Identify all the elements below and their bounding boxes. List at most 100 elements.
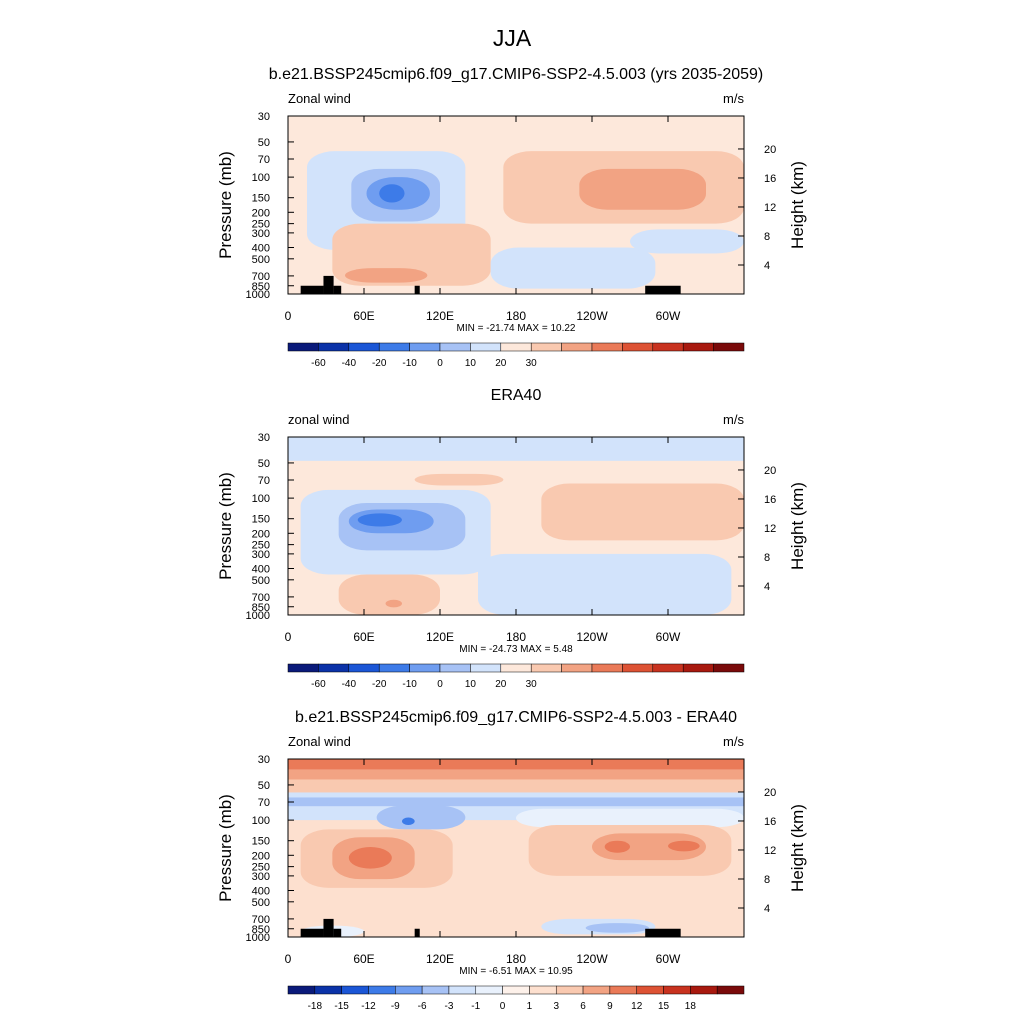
y-axis-title: Pressure (mb): [216, 151, 235, 259]
y-tick-label: 70: [258, 154, 270, 166]
y-tick-label: 30: [258, 432, 270, 444]
colorbar-swatch: [716, 985, 745, 995]
colorbar-label: 1: [527, 1001, 533, 1012]
y-tick-label: 400: [252, 563, 270, 575]
y-tick-label: 100: [252, 815, 270, 827]
y-tick-label: 250: [252, 540, 270, 552]
contour-region: [402, 817, 415, 825]
y-axis-title: Pressure (mb): [216, 794, 235, 902]
colorbar-swatch: [690, 985, 718, 995]
x-tick-label: 60E: [353, 309, 374, 323]
contour-field: [288, 759, 744, 937]
contour-region: [630, 229, 744, 254]
y-tick-label: 500: [252, 897, 270, 909]
colorbar-swatch: [529, 985, 557, 995]
x-tick-label: 120W: [576, 309, 608, 323]
colorbar: -60 -40 -20 -10 0 10 20 30: [287, 342, 745, 369]
topography: [414, 285, 420, 294]
height-axis-title: Height (km): [788, 804, 807, 892]
colorbar-label: -60: [311, 679, 326, 690]
colorbar-swatch: [636, 985, 664, 995]
colorbar-label: -1: [471, 1001, 480, 1012]
variable-label: zonal wind: [288, 412, 349, 427]
colorbar-swatch: [663, 985, 691, 995]
x-axis: 0 60E 120E 180 120W 60W: [285, 437, 681, 644]
colorbar-label: -18: [308, 1001, 323, 1012]
colorbar-label: 0: [437, 358, 443, 369]
x-tick-label: 120E: [426, 309, 454, 323]
colorbar-swatch: [470, 663, 502, 673]
colorbar-label: -40: [342, 679, 357, 690]
colorbar-swatch: [652, 342, 684, 352]
contour-region: [592, 833, 706, 861]
height-axis: 20 16 12 8 4 Height (km): [738, 144, 807, 272]
panel-title: ERA40: [491, 387, 542, 404]
colorbar: -60 -40 -20 -10 0 10 20 30: [287, 663, 745, 690]
figure-title: JJA: [493, 25, 532, 51]
colorbar-swatch: [652, 663, 684, 673]
colorbar-swatch: [530, 663, 562, 673]
x-tick-label: 60W: [656, 952, 681, 966]
colorbar-swatch: [475, 985, 503, 995]
colorbar-label: -12: [361, 1001, 376, 1012]
contour-region: [585, 923, 649, 933]
panels: b.e21.BSSP245cmip6.f09_g17.CMIP6-SSP2-4.…: [216, 66, 807, 1012]
y-tick-label: 30: [258, 111, 270, 123]
y-tick-label: 300: [252, 871, 270, 883]
colorbar-swatch: [318, 342, 350, 352]
y-tick-label: 70: [258, 475, 270, 487]
colorbar-swatch: [348, 663, 380, 673]
colorbar-label: -10: [402, 679, 417, 690]
x-tick-label: 180: [506, 630, 526, 644]
contour-region: [288, 769, 744, 780]
x-tick-label: 120E: [426, 952, 454, 966]
y-tick-label: 1000: [246, 610, 270, 622]
y-tick-label: 150: [252, 836, 270, 848]
colorbar-swatch: [555, 985, 584, 995]
colorbar-swatch: [378, 342, 410, 352]
y-tick-label: 100: [252, 493, 270, 505]
height-tick-label: 4: [764, 581, 770, 593]
colorbar-swatch: [582, 985, 611, 995]
contour-region: [541, 483, 744, 541]
units-label: m/s: [723, 734, 744, 749]
y-tick-label: 850: [252, 281, 270, 293]
contour-region: [338, 574, 440, 615]
x-axis: 0 60E 120E 180 120W 60W: [285, 759, 681, 966]
y-tick-label: 100: [252, 172, 270, 184]
colorbar-label: 3: [553, 1001, 559, 1012]
panel-3: b.e21.BSSP245cmip6.f09_g17.CMIP6-SSP2-4.…: [216, 709, 807, 1012]
topography: [645, 928, 681, 937]
height-tick-label: 20: [764, 465, 776, 477]
topography: [645, 285, 681, 294]
topography: [323, 275, 334, 294]
x-tick-label: 120W: [576, 952, 608, 966]
colorbar-swatch: [622, 663, 654, 673]
colorbar-swatch: [318, 663, 350, 673]
height-tick-label: 12: [764, 845, 776, 857]
colorbar-label: 0: [500, 1001, 506, 1012]
height-tick-label: 8: [764, 874, 770, 886]
colorbar-label: -20: [372, 358, 387, 369]
contour-region: [288, 779, 744, 793]
y-tick-label: 50: [258, 458, 270, 470]
colorbar-swatch: [448, 985, 477, 995]
contour-field: [288, 437, 744, 615]
colorbar-swatch: [622, 342, 654, 352]
colorbar-label: 20: [495, 679, 507, 690]
y-tick-label: 400: [252, 242, 270, 254]
colorbar-swatch: [439, 663, 471, 673]
y-tick-label: 200: [252, 207, 270, 219]
height-axis-title: Height (km): [788, 482, 807, 570]
colorbar-swatch: [713, 663, 745, 673]
height-tick-label: 8: [764, 231, 770, 243]
panel-title: b.e21.BSSP245cmip6.f09_g17.CMIP6-SSP2-4.…: [269, 66, 764, 83]
colorbar-swatch: [561, 342, 593, 352]
contour-region: [385, 599, 402, 608]
colorbar-label: -15: [334, 1001, 349, 1012]
colorbar-swatch: [530, 342, 562, 352]
x-tick-label: 180: [506, 952, 526, 966]
height-tick-label: 16: [764, 173, 776, 185]
variable-label: Zonal wind: [288, 91, 351, 106]
